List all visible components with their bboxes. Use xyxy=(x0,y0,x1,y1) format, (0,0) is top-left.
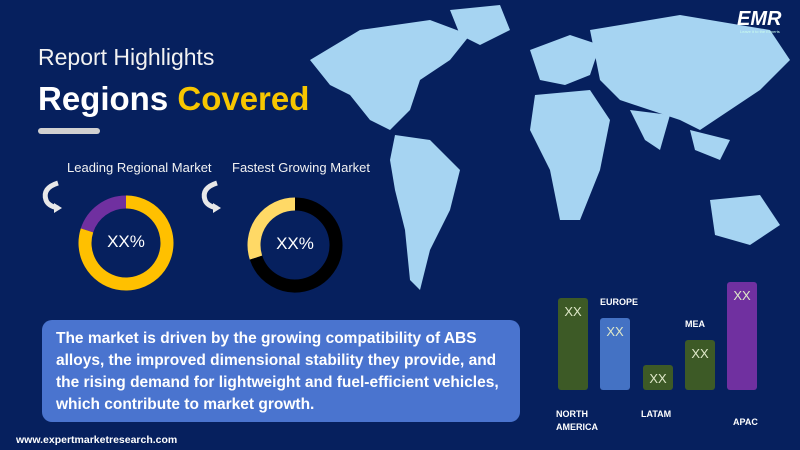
fastest-market-label: Fastest Growing Market xyxy=(232,160,370,175)
leading-market-donut xyxy=(78,195,174,291)
region-label: EUROPE xyxy=(600,297,639,307)
region-bar: XX xyxy=(643,365,673,390)
region-bar: XX xyxy=(600,318,630,390)
page-title: Regions Covered xyxy=(38,80,309,118)
logo-tagline: Leave it to the Experts xyxy=(740,29,780,34)
donut-segment xyxy=(249,197,343,293)
leading-market-label: Leading Regional Market xyxy=(67,160,212,175)
fastest-market-value: XX% xyxy=(276,234,314,253)
region-label: LATAM xyxy=(641,409,672,419)
fastest-market-donut xyxy=(247,197,343,293)
emr-logo: EMR xyxy=(737,8,782,30)
region-label: NORTH AMERICA xyxy=(556,409,598,432)
donut-segment xyxy=(78,195,174,291)
leading-market-value: XX% xyxy=(107,232,145,251)
region-label: APAC xyxy=(733,417,758,427)
curved-arrow-icon xyxy=(42,180,62,213)
region-label: MEA xyxy=(685,319,705,329)
title-white: Regions xyxy=(38,80,169,117)
title-yellow: Covered xyxy=(177,80,310,117)
title-underline xyxy=(38,128,100,134)
description-box: The market is driven by the growing comp… xyxy=(42,320,520,422)
donut-segment xyxy=(80,195,127,233)
region-bar: XX xyxy=(727,282,757,390)
curved-arrow-icon xyxy=(201,180,221,213)
world-map xyxy=(310,5,790,290)
website-link[interactable]: www.expertmarketresearch.com xyxy=(16,434,178,446)
donut-segment xyxy=(247,197,296,260)
report-subtitle: Report Highlights xyxy=(38,44,215,70)
region-bar: XX xyxy=(685,340,715,390)
region-bar: XX xyxy=(558,298,588,390)
